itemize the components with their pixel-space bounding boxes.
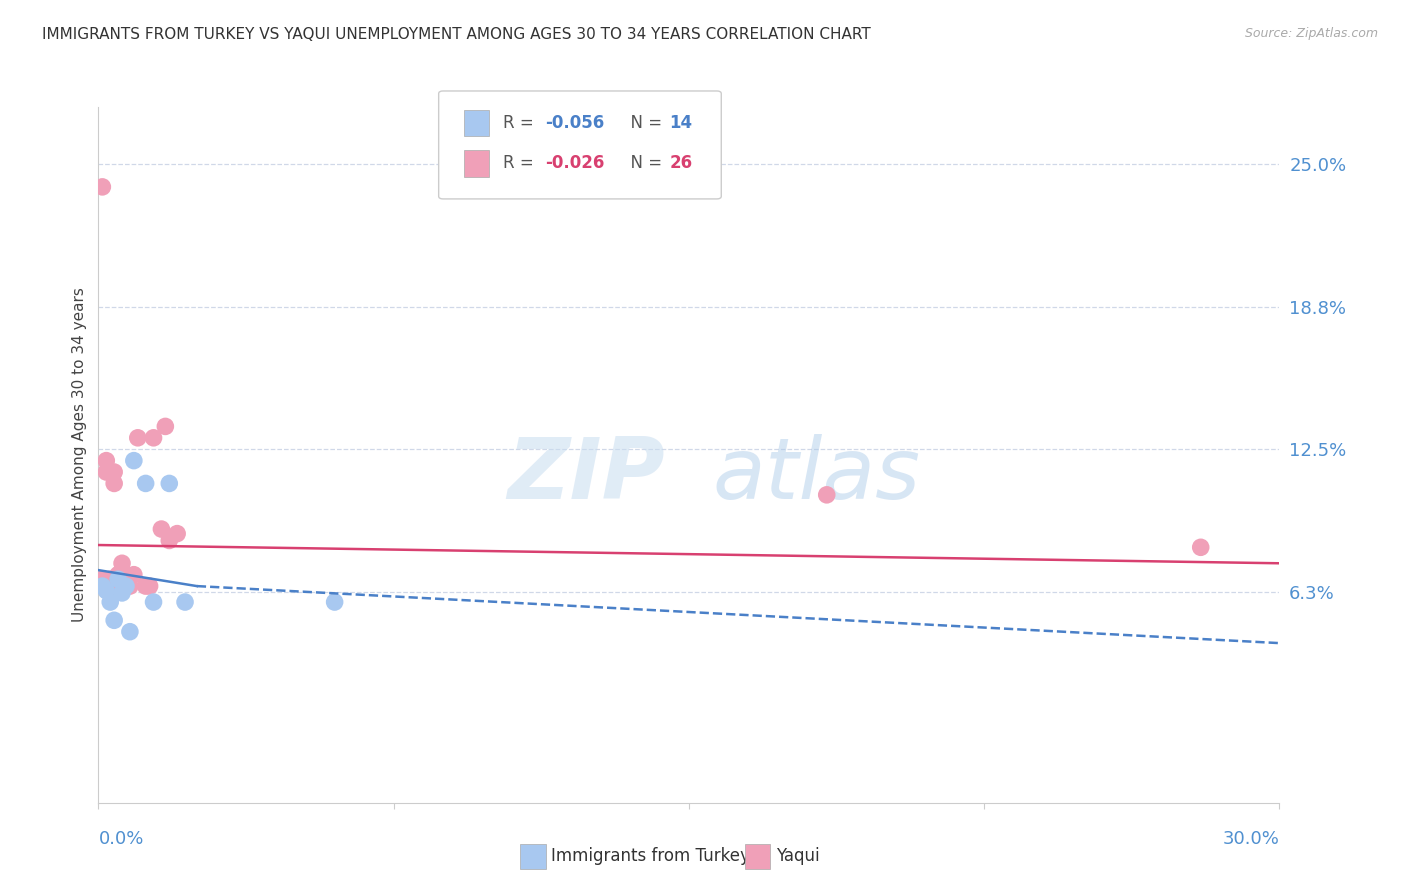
Text: 14: 14 — [669, 114, 692, 132]
Point — [135, 579, 157, 593]
Text: atlas: atlas — [713, 434, 921, 517]
Point — [111, 563, 134, 577]
Point — [96, 583, 118, 598]
Point — [91, 572, 114, 586]
Text: -0.026: -0.026 — [546, 154, 605, 172]
Point — [91, 180, 114, 194]
Text: Source: ZipAtlas.com: Source: ZipAtlas.com — [1244, 27, 1378, 40]
Point — [111, 586, 134, 600]
Point — [96, 453, 118, 467]
Point — [103, 476, 125, 491]
Point — [103, 613, 125, 627]
Point — [111, 556, 134, 570]
Text: IMMIGRANTS FROM TURKEY VS YAQUI UNEMPLOYMENT AMONG AGES 30 TO 34 YEARS CORRELATI: IMMIGRANTS FROM TURKEY VS YAQUI UNEMPLOY… — [42, 27, 870, 42]
Point — [122, 567, 145, 582]
Point — [118, 624, 141, 639]
Point — [157, 476, 180, 491]
Text: ZIP: ZIP — [508, 434, 665, 517]
Point — [118, 579, 141, 593]
Text: R =: R = — [503, 154, 540, 172]
Point — [103, 465, 125, 479]
Point — [115, 579, 138, 593]
Point — [142, 431, 165, 445]
Point — [115, 579, 138, 593]
Point — [174, 595, 197, 609]
Text: N =: N = — [620, 154, 668, 172]
Point — [98, 583, 121, 598]
Text: 26: 26 — [669, 154, 692, 172]
Point — [98, 572, 121, 586]
Point — [142, 595, 165, 609]
Point — [815, 488, 838, 502]
Point — [91, 579, 114, 593]
Point — [135, 476, 157, 491]
Y-axis label: Unemployment Among Ages 30 to 34 years: Unemployment Among Ages 30 to 34 years — [72, 287, 87, 623]
Text: 30.0%: 30.0% — [1223, 830, 1279, 847]
Text: -0.056: -0.056 — [546, 114, 605, 132]
Point — [127, 431, 149, 445]
Text: R =: R = — [503, 114, 540, 132]
Text: 0.0%: 0.0% — [98, 830, 143, 847]
Point — [107, 572, 129, 586]
Text: N =: N = — [620, 114, 668, 132]
Point — [1189, 541, 1212, 555]
Point — [107, 567, 129, 582]
Point — [138, 579, 160, 593]
Point — [157, 533, 180, 548]
Text: Yaqui: Yaqui — [776, 847, 820, 865]
Point — [91, 579, 114, 593]
Point — [96, 465, 118, 479]
Point — [107, 579, 129, 593]
Point — [166, 526, 188, 541]
Point — [150, 522, 173, 536]
Point — [155, 419, 177, 434]
Point — [122, 453, 145, 467]
Point — [98, 595, 121, 609]
Point — [323, 595, 346, 609]
Text: Immigrants from Turkey: Immigrants from Turkey — [551, 847, 749, 865]
